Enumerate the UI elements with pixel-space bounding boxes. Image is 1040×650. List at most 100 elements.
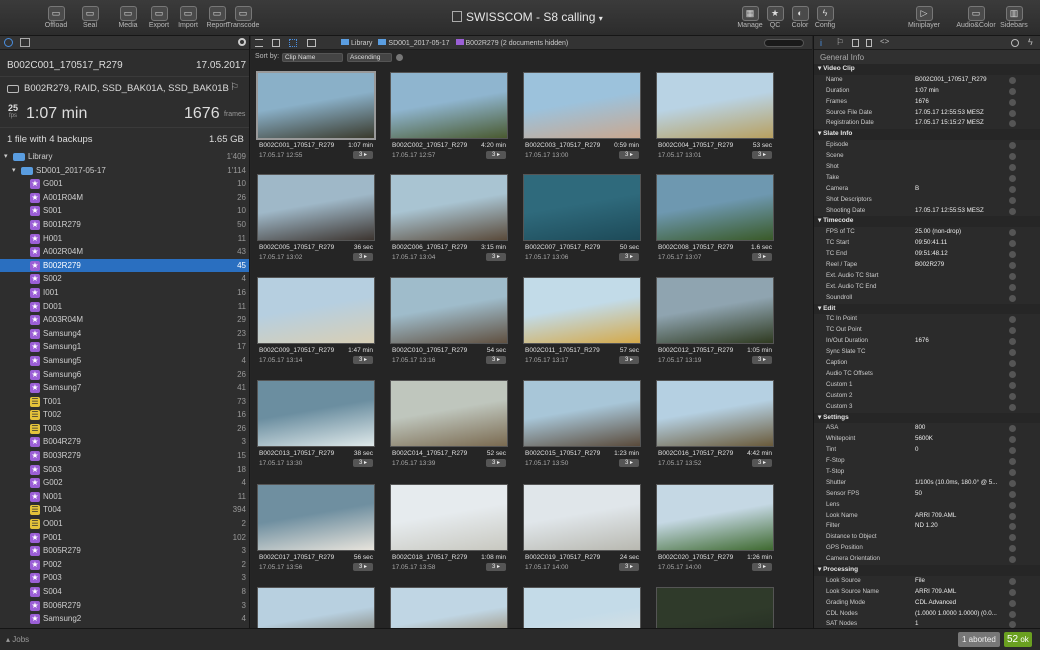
edit-icon[interactable] (1009, 283, 1016, 291)
tree-item[interactable]: ★ Samsung6 26 (0, 368, 249, 382)
edit-icon[interactable] (1009, 338, 1016, 346)
property-value[interactable]: B (915, 184, 920, 192)
clip-cell[interactable] (517, 581, 641, 628)
toolbar-miniplayer-button[interactable]: ▷ Miniplayer (902, 6, 946, 29)
clip-thumbnail[interactable] (390, 72, 508, 139)
backup-count-badge[interactable]: 3 ▸ (752, 253, 772, 261)
edit-icon[interactable] (1009, 501, 1016, 509)
edit-icon[interactable] (1009, 468, 1016, 476)
clip-thumbnail[interactable] (656, 380, 774, 447)
tree-item[interactable]: ★ P003 3 (0, 571, 249, 585)
disclosure-triangle-icon[interactable]: ▾ (818, 130, 824, 138)
edit-icon[interactable] (1009, 360, 1016, 368)
edit-icon[interactable] (1009, 185, 1016, 193)
tree-item[interactable]: ★ A001R04M 26 (0, 191, 249, 205)
tree-item[interactable]: ★ B001R279 50 (0, 218, 249, 232)
clip-cell[interactable]: B002C004_170517_R279 53 sec 17.05.17 13:01… (650, 66, 774, 164)
tree-item[interactable]: ★ B005R279 3 (0, 544, 249, 558)
ok-badge[interactable]: 52 ok (1004, 632, 1032, 647)
tree-item[interactable]: ★ B002R279 45 (0, 258, 249, 273)
clip-cell[interactable]: B002C002_170517_R279 4:20 min 17.05.17 12:… (384, 66, 508, 164)
section-header[interactable]: ▾ Video Clip (814, 64, 1040, 75)
backup-count-badge[interactable]: 3 ▸ (752, 459, 772, 467)
toolbar-sidebars-button[interactable]: ▥ Sidebars (992, 6, 1036, 29)
edit-icon[interactable] (1009, 458, 1016, 466)
backup-count-badge[interactable]: 3 ▸ (619, 563, 639, 571)
clip-cell[interactable]: B002C006_170517_R279 3:15 min 17.05.17 13:… (384, 168, 508, 266)
toolbar-audio-color-button[interactable]: ▭ Audio&Color (954, 6, 998, 29)
clip-thumbnail[interactable] (257, 277, 375, 344)
clip-cell[interactable]: B002C017_170517_R279 56 sec 17.05.17 13:56… (251, 478, 375, 576)
edit-icon[interactable] (1009, 370, 1016, 378)
property-value[interactable]: CDL Advanced (915, 598, 957, 606)
breadcrumb-item[interactable]: SD001_2017-05-17 (388, 40, 450, 47)
clip-cell[interactable]: B002C001_170517_R279 1:07 min 17.05.17 12:… (251, 66, 376, 164)
toolbar-config-button[interactable]: ϟ Config (805, 6, 845, 29)
document-tab-icon[interactable] (852, 39, 859, 47)
clip-cell[interactable]: B002C020_170517_R279 1:26 min 17.05.17 14:… (650, 478, 774, 576)
edit-icon[interactable] (1009, 621, 1016, 628)
property-value[interactable]: B002C001_170517_R279 (915, 75, 987, 83)
clip-thumbnail[interactable] (523, 174, 641, 241)
edit-icon[interactable] (1009, 87, 1016, 95)
tree-item[interactable]: ★ Samsung1 17 (0, 340, 249, 354)
search-field[interactable] (764, 39, 804, 47)
clip-thumbnail[interactable] (523, 380, 641, 447)
property-value[interactable]: 800 (915, 424, 926, 432)
edit-icon[interactable] (1009, 512, 1016, 520)
backup-count-badge[interactable]: 3 ▸ (486, 151, 506, 159)
tree-item[interactable]: ★ P002 2 (0, 558, 249, 572)
property-value[interactable]: 17.05.17 12:55:53 MESZ (915, 206, 984, 214)
flag-icon[interactable]: ⚐ (230, 82, 239, 93)
backup-count-badge[interactable]: 3 ▸ (619, 459, 639, 467)
section-header[interactable]: ▾ Slate Info (814, 129, 1040, 141)
grid-view-icon[interactable] (289, 39, 297, 47)
disclosure-triangle-icon[interactable]: ▾ (818, 413, 824, 421)
clip-cell[interactable]: B002C015_170517_R279 1:23 min 17.05.17 13:… (517, 374, 641, 472)
property-value[interactable]: 0 (915, 446, 919, 454)
toolbar-transcode-button[interactable]: ▭ Transcode (223, 6, 263, 29)
clip-cell[interactable]: B002C009_170517_R279 1:47 min 17.05.17 13:… (251, 271, 375, 369)
clip-thumbnail[interactable] (656, 484, 774, 551)
toolbar-color-button[interactable]: ◐ Color (780, 6, 820, 29)
clip-thumbnail[interactable] (523, 277, 641, 344)
backup-count-badge[interactable]: 3 ▸ (752, 563, 772, 571)
edit-icon[interactable] (1009, 109, 1016, 117)
breadcrumb-item[interactable]: Library (351, 40, 373, 47)
tree-item[interactable]: ☰ O001 2 (0, 517, 249, 531)
toolbar-import-button[interactable]: ▭ Import (168, 6, 208, 29)
edit-icon[interactable] (1009, 294, 1016, 302)
clip-thumbnail[interactable] (390, 484, 508, 551)
tree-item[interactable]: ☰ T003 26 (0, 422, 249, 436)
breadcrumb-item[interactable]: B002R279 (2 documents hidden) (465, 40, 569, 47)
property-value[interactable]: 1 (915, 620, 919, 628)
backup-count-badge[interactable]: 3 ▸ (486, 563, 506, 571)
backup-count-badge[interactable]: 3 ▸ (353, 253, 373, 261)
property-value[interactable]: 09:51:48.12 (915, 250, 948, 258)
edit-icon[interactable] (1009, 196, 1016, 204)
edit-icon[interactable] (1009, 392, 1016, 400)
disclosure-triangle-icon[interactable]: ▾ (4, 153, 8, 160)
disclosure-triangle-icon[interactable]: ▾ (818, 217, 824, 225)
edit-icon[interactable] (1009, 447, 1016, 455)
flag-tab-icon[interactable]: ⚐ (836, 37, 845, 47)
clip-cell[interactable]: B002C012_170517_R279 1:05 min 17.05.17 13:… (650, 271, 774, 369)
clip-thumbnail[interactable] (257, 380, 375, 447)
backup-count-badge[interactable]: 3 ▸ (486, 253, 506, 261)
backup-count-badge[interactable]: 3 ▸ (353, 563, 373, 571)
clip-thumbnail[interactable] (257, 174, 375, 241)
edit-icon[interactable] (1009, 229, 1016, 237)
tree-item[interactable]: ★ B006R279 3 (0, 599, 249, 613)
property-value[interactable]: 09:50:41.11 (915, 239, 948, 247)
library-icon[interactable] (20, 38, 30, 47)
tree-item[interactable]: ★ I001 16 (0, 286, 249, 300)
edit-icon[interactable] (1009, 349, 1016, 357)
toolbar-media-button[interactable]: ▭ Media (108, 6, 148, 29)
player-view-icon[interactable] (307, 39, 316, 47)
toolbar-offload-button[interactable]: ▭ Offload (36, 6, 76, 29)
toolbar-qc-button[interactable]: ★ QC (755, 6, 795, 29)
tree-item[interactable]: ★ H001 11 (0, 232, 249, 246)
edit-icon[interactable] (1009, 76, 1016, 84)
clip-thumbnail[interactable] (390, 380, 508, 447)
property-value[interactable]: 1/100s (10.0ms, 180.0° @ 5... (915, 478, 998, 486)
